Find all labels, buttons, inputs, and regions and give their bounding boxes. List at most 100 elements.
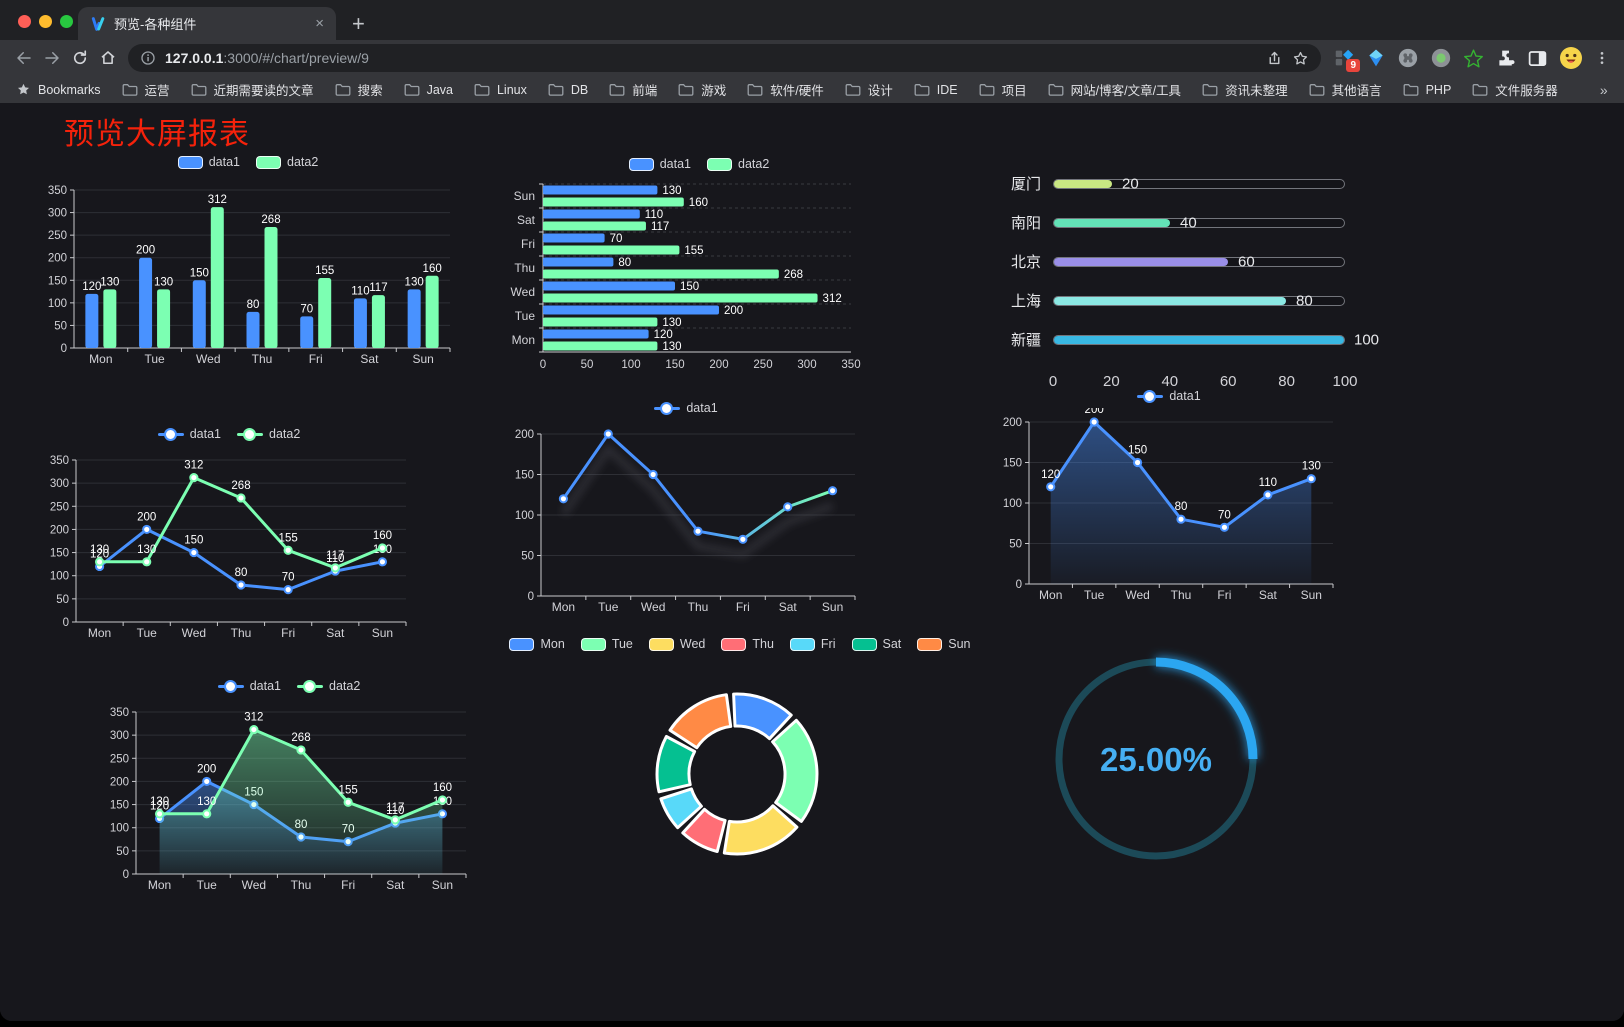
bookmark-folder-item[interactable]: 运营 [122, 80, 170, 99]
folder-icon [548, 84, 564, 96]
home-button[interactable] [94, 49, 122, 67]
legend-item[interactable]: Fri [789, 637, 836, 651]
legend-item[interactable]: data1 [217, 679, 281, 693]
site-info-icon[interactable] [140, 50, 156, 66]
extensions-puzzle-icon[interactable] [1495, 48, 1516, 69]
legend-item[interactable]: data1 [654, 401, 718, 415]
legend-label: data1 [189, 427, 221, 441]
donut-slice-Wed[interactable] [722, 804, 799, 856]
legend-item[interactable]: data2 [237, 427, 300, 441]
bookmark-folder-item[interactable]: 游戏 [678, 80, 726, 99]
browser-tab[interactable]: 预览-各种组件 × [78, 7, 336, 40]
bookmark-folder-item[interactable]: 其他语言 [1309, 80, 1382, 99]
bookmark-folder-item[interactable]: 前端 [609, 80, 657, 99]
profile-avatar[interactable] [1559, 46, 1583, 70]
extension-with-badge[interactable]: 9 [1333, 47, 1360, 72]
legend-item[interactable]: data1 [157, 427, 221, 441]
donut-slice-Tue[interactable] [771, 718, 819, 823]
reload-button[interactable] [66, 49, 94, 67]
legend-item[interactable]: Sun [917, 637, 971, 651]
bookmark-folder-item[interactable]: 项目 [979, 80, 1027, 99]
legend-item[interactable]: data2 [707, 157, 769, 171]
legend-label: Thu [752, 637, 774, 651]
bookmark-folder-item[interactable]: Java [404, 83, 453, 97]
forward-icon [45, 52, 59, 64]
svg-text:130: 130 [100, 276, 119, 288]
bookmark-folder-item[interactable]: 近期需要读的文章 [191, 80, 314, 99]
bookmark-folder-item[interactable]: DB [548, 83, 588, 97]
browser-menu-icon[interactable] [1594, 49, 1610, 67]
bookmark-folder-item[interactable]: 软件/硬件 [747, 80, 824, 99]
bookmark-folder-item[interactable]: 文件服务器 [1472, 80, 1558, 99]
svg-text:300: 300 [110, 730, 129, 742]
progress-label: 厦门 [1010, 176, 1041, 193]
dashboard-page: 预览大屏报表 data1 data2 0 50 100 150 200 250 300 350 Mo… [0, 103, 1624, 1021]
svg-text:Thu: Thu [252, 352, 273, 366]
bookmark-star-icon[interactable] [1292, 50, 1309, 67]
svg-text:200: 200 [709, 359, 728, 371]
forward-button[interactable] [38, 49, 66, 67]
svg-text:70: 70 [300, 303, 313, 315]
donut-slice-Fri[interactable] [659, 787, 703, 830]
legend-item[interactable]: Mon [509, 637, 565, 651]
green-star-extension-icon[interactable] [1463, 48, 1484, 69]
donut-slice-Thu[interactable] [681, 807, 727, 853]
svg-text:150: 150 [184, 535, 203, 547]
bookmark-folder-item[interactable]: 网站/博客/文章/工具 [1048, 80, 1181, 99]
legend-label: data2 [738, 157, 770, 171]
legend-item[interactable]: Tue [580, 637, 633, 651]
svg-text:Sun: Sun [514, 189, 535, 203]
folder-icon [845, 84, 861, 96]
svg-text:117: 117 [369, 282, 387, 294]
maximize-window-button[interactable] [60, 15, 73, 28]
svg-text:Sun: Sun [432, 878, 453, 892]
new-tab-button[interactable]: + [352, 11, 365, 36]
chart-area-single: data1 0 50 100 150 200 Mon Tue Wed Thu Fri Sat Sun 12… [993, 387, 1345, 611]
legend-item[interactable]: data1 [1137, 389, 1201, 403]
chart-bar-grouped: data1 data2 0 50 100 150 200 250 300 350 Mon 120 130… [38, 153, 458, 375]
back-button[interactable] [10, 49, 38, 67]
gem-extension-icon[interactable] [1366, 48, 1386, 68]
tab-close-icon[interactable]: × [315, 15, 324, 32]
svg-text:0: 0 [540, 359, 546, 371]
legend-swatch [707, 157, 732, 171]
line-chart-canvas: 0 50 100 150 200 Mon Tue Wed Thu Fri Sat Sun 120 200 1… [1003, 404, 1334, 602]
folder-icon [747, 84, 763, 96]
close-window-button[interactable] [18, 15, 31, 28]
bookmark-folder-item[interactable]: 资讯未整理 [1202, 80, 1288, 99]
donut-slice-Mon[interactable] [732, 692, 793, 741]
folder-icon [474, 84, 490, 96]
recorder-extension-icon[interactable] [1430, 47, 1452, 69]
progress-fill [1054, 335, 1344, 344]
svg-text:Sat: Sat [360, 352, 379, 366]
donut-slice-Sat[interactable] [655, 735, 697, 794]
svg-text:130: 130 [405, 276, 424, 288]
svg-text:268: 268 [784, 269, 803, 281]
svg-text:350: 350 [841, 359, 860, 371]
legend-item[interactable]: data2 [256, 155, 318, 169]
address-bar[interactable]: 127.0.0.1:3000/#/chart/preview/9 [128, 44, 1321, 72]
legend-item[interactable]: data1 [628, 157, 691, 171]
legend-item[interactable]: Thu [721, 637, 774, 651]
bookmark-folder-item[interactable]: PHP [1403, 83, 1451, 97]
svg-text:0: 0 [61, 343, 67, 355]
bookmarks-overflow-chevron[interactable]: » [1599, 81, 1608, 98]
legend-item[interactable]: Wed [648, 637, 705, 651]
bookmarks-manager-item[interactable]: Bookmarks [16, 82, 101, 97]
legend-item[interactable]: data1 [177, 155, 240, 169]
donut-slice-Sun[interactable] [668, 693, 733, 750]
side-panel-icon[interactable] [1527, 48, 1548, 69]
progress-label: 南阳 [1010, 215, 1041, 232]
legend-item[interactable]: data2 [297, 679, 360, 693]
svg-text:150: 150 [665, 359, 684, 371]
bookmark-folder-item[interactable]: IDE [914, 83, 958, 97]
bookmark-folder-item[interactable]: 设计 [845, 80, 893, 99]
folder-icon [678, 84, 694, 96]
gray-circle-extension-icon[interactable] [1397, 47, 1419, 69]
share-icon[interactable] [1266, 50, 1283, 67]
bookmark-folder-item[interactable]: Linux [474, 83, 527, 97]
window-controls [18, 15, 73, 28]
minimize-window-button[interactable] [39, 15, 52, 28]
legend-item[interactable]: Sat [851, 637, 901, 651]
bookmark-folder-item[interactable]: 搜索 [335, 80, 383, 99]
